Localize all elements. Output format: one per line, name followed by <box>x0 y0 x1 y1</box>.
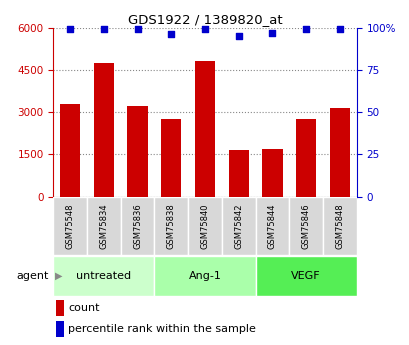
Bar <box>127 107 147 197</box>
Bar <box>154 256 255 296</box>
Text: GSM75842: GSM75842 <box>234 203 243 249</box>
Point <box>100 27 107 32</box>
Text: GSM75836: GSM75836 <box>133 203 142 249</box>
Text: Ang-1: Ang-1 <box>188 271 221 281</box>
Bar <box>255 197 289 255</box>
Text: GSM75548: GSM75548 <box>65 203 74 249</box>
Text: GSM75834: GSM75834 <box>99 203 108 249</box>
Bar <box>87 197 120 255</box>
Bar <box>56 300 64 316</box>
Bar <box>262 149 282 197</box>
Bar <box>289 197 322 255</box>
Bar <box>329 108 349 197</box>
Point <box>235 33 241 39</box>
Bar <box>255 256 356 296</box>
Text: count: count <box>68 303 100 313</box>
Point <box>168 32 174 37</box>
Text: VEGF: VEGF <box>291 271 320 281</box>
Point <box>201 27 208 32</box>
Bar <box>120 197 154 255</box>
Bar <box>194 61 215 197</box>
Text: ▶: ▶ <box>55 271 63 281</box>
Text: agent: agent <box>17 271 49 281</box>
Bar <box>221 197 255 255</box>
Point <box>336 27 342 32</box>
Bar <box>322 197 356 255</box>
Title: GDS1922 / 1389820_at: GDS1922 / 1389820_at <box>127 13 282 27</box>
Text: GSM75838: GSM75838 <box>166 203 175 249</box>
Bar <box>188 197 221 255</box>
Point <box>67 27 73 32</box>
Bar <box>60 104 80 197</box>
Text: GSM75844: GSM75844 <box>267 203 276 249</box>
Bar <box>295 119 315 197</box>
Point <box>268 30 275 36</box>
Text: GSM75846: GSM75846 <box>301 203 310 249</box>
Bar <box>53 197 87 255</box>
Point <box>302 27 309 32</box>
Bar <box>228 150 248 197</box>
Text: GSM75848: GSM75848 <box>335 203 344 249</box>
Text: untreated: untreated <box>76 271 131 281</box>
Bar <box>154 197 188 255</box>
Bar <box>161 119 181 197</box>
Point <box>134 27 141 32</box>
Text: GSM75840: GSM75840 <box>200 203 209 249</box>
Bar <box>53 256 154 296</box>
Bar <box>94 63 114 197</box>
Text: percentile rank within the sample: percentile rank within the sample <box>68 324 256 334</box>
Bar <box>56 322 64 337</box>
